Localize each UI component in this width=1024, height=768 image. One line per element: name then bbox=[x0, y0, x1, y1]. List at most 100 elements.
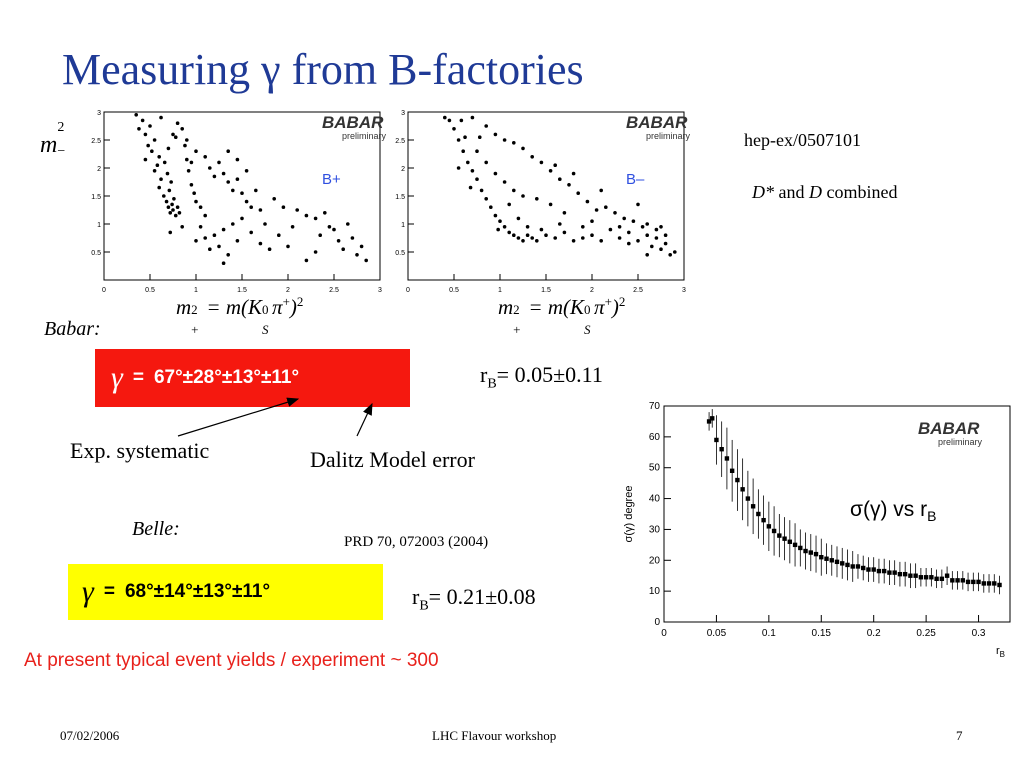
data-point bbox=[645, 253, 649, 257]
x-tick-label: 2.5 bbox=[329, 287, 339, 294]
x-tick-label: 3 bbox=[378, 287, 382, 294]
data-point bbox=[562, 211, 567, 215]
x-tick-label: 1 bbox=[194, 287, 198, 294]
data-point bbox=[172, 197, 176, 201]
y-tick-label: 20 bbox=[649, 555, 661, 566]
data-point bbox=[719, 447, 724, 452]
data-point bbox=[548, 169, 553, 173]
belle-result-value: 68°±14°±13°±11° bbox=[124, 581, 271, 602]
data-point bbox=[650, 244, 654, 249]
data-point bbox=[254, 188, 258, 193]
charge-label: B+ bbox=[322, 171, 341, 188]
exp-systematic-label: Exp. systematic bbox=[70, 438, 210, 463]
data-point bbox=[185, 138, 189, 142]
data-point bbox=[622, 216, 626, 221]
slide-title: Measuring γ from B-factories bbox=[62, 45, 584, 94]
belle-result-box: γ = 68°±14°±13°±11° bbox=[68, 564, 383, 620]
y-tick-label: 2.5 bbox=[395, 138, 405, 145]
data-point bbox=[502, 225, 507, 229]
data-point bbox=[327, 225, 332, 229]
data-point bbox=[493, 132, 498, 137]
data-point bbox=[631, 219, 636, 223]
data-point bbox=[617, 236, 622, 240]
data-point bbox=[493, 171, 498, 176]
babar-result-value: 67°±28°±13°±11° bbox=[153, 367, 300, 388]
data-point bbox=[992, 581, 997, 586]
data-point bbox=[475, 177, 479, 181]
x-axis-label: rB bbox=[996, 645, 1005, 659]
y-tick-label: 3 bbox=[401, 110, 405, 117]
data-point bbox=[594, 208, 599, 212]
data-point bbox=[217, 160, 221, 165]
data-point bbox=[659, 225, 663, 229]
data-point bbox=[813, 551, 819, 557]
data-point bbox=[212, 233, 217, 237]
data-point bbox=[706, 419, 712, 424]
data-point bbox=[819, 555, 824, 560]
data-point bbox=[217, 244, 221, 249]
data-point bbox=[456, 166, 461, 170]
x-tick-label: 0.5 bbox=[449, 287, 459, 294]
data-point bbox=[459, 118, 464, 123]
data-point bbox=[221, 261, 226, 265]
y-tick-label: 3 bbox=[97, 110, 101, 117]
data-point bbox=[267, 247, 272, 251]
data-point bbox=[148, 124, 152, 128]
data-point bbox=[498, 219, 502, 223]
data-point bbox=[902, 571, 908, 577]
data-point bbox=[263, 222, 267, 226]
data-point bbox=[735, 477, 740, 483]
data-point bbox=[986, 581, 992, 586]
data-point bbox=[981, 581, 986, 586]
data-point bbox=[571, 239, 576, 243]
data-point bbox=[976, 579, 981, 585]
x-tick-label: 1 bbox=[498, 287, 502, 294]
data-point bbox=[183, 143, 187, 148]
data-point bbox=[908, 573, 913, 578]
footer-venue: LHC Flavour workshop bbox=[432, 728, 557, 743]
equals-sign: = bbox=[132, 367, 144, 388]
data-point bbox=[146, 143, 150, 148]
x-tick-label: 0 bbox=[661, 628, 667, 639]
data-point bbox=[567, 183, 571, 187]
data-point bbox=[140, 118, 145, 123]
y-tick-label: 1 bbox=[401, 222, 405, 229]
data-point bbox=[221, 227, 226, 232]
data-point bbox=[923, 575, 929, 580]
y-tick-label: 70 bbox=[649, 401, 661, 412]
data-point bbox=[539, 160, 544, 165]
data-point bbox=[180, 127, 184, 131]
data-point bbox=[177, 211, 182, 215]
sigma-gamma-vs-rb-plot: 0 0.05 0.1 0.15 0.2 0.25 0.3 0 10 20 30 40 50 60 70 BAB… bbox=[623, 401, 1011, 659]
data-point bbox=[186, 169, 191, 173]
data-point bbox=[231, 188, 235, 193]
data-point bbox=[507, 230, 511, 235]
data-point bbox=[808, 550, 813, 555]
data-point bbox=[590, 219, 594, 223]
data-point bbox=[553, 163, 557, 167]
data-point bbox=[313, 250, 318, 254]
data-point bbox=[571, 171, 576, 176]
data-point bbox=[171, 132, 175, 137]
data-point bbox=[168, 211, 173, 215]
data-point bbox=[798, 545, 803, 551]
data-point bbox=[673, 250, 677, 254]
data-point bbox=[143, 132, 148, 137]
data-point bbox=[855, 564, 861, 569]
data-point bbox=[971, 579, 976, 585]
data-point bbox=[359, 244, 364, 249]
data-point bbox=[475, 149, 479, 153]
data-point bbox=[226, 180, 230, 184]
data-point bbox=[221, 171, 226, 176]
data-point bbox=[521, 194, 525, 198]
dalitz-y-axis-label: m 2− bbox=[40, 120, 66, 159]
data-point bbox=[281, 205, 286, 209]
x-tick-label: 0.5 bbox=[145, 287, 155, 294]
data-point bbox=[714, 437, 719, 443]
babar-logo: BABAR bbox=[918, 419, 980, 438]
data-point bbox=[850, 564, 855, 569]
data-point bbox=[159, 115, 163, 120]
data-point bbox=[840, 561, 845, 566]
data-point bbox=[521, 239, 525, 243]
